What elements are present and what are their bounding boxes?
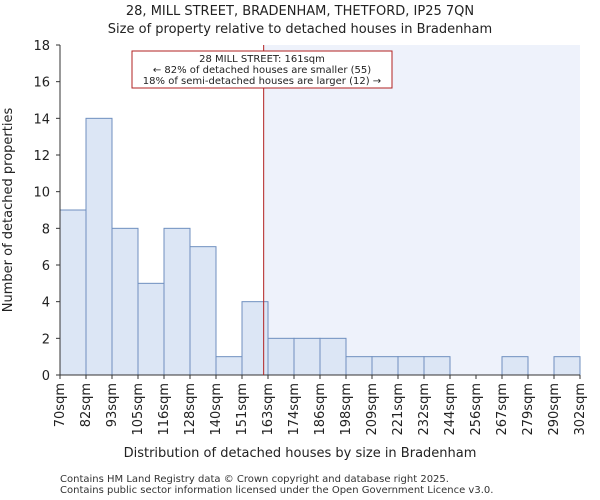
y-tick-label: 2: [42, 332, 50, 347]
x-tick-label: 163sqm: [261, 383, 276, 436]
y-tick-label: 8: [42, 222, 50, 237]
bar: [85, 117, 113, 376]
x-tick-label: 128sqm: [183, 383, 198, 436]
chart-subtitle: Size of property relative to detached ho…: [108, 22, 492, 37]
y-tick-label: 12: [33, 149, 50, 164]
annotation-line-1: 28 MILL STREET: 161sqm: [199, 54, 325, 65]
highlight-region: [263, 45, 580, 375]
bar: [137, 282, 165, 376]
plot-area: 0 2 4 6 8 10 12 14 16 18 70sqm 82sqm 93sqm 105sqm 116s…: [33, 39, 588, 436]
x-tick-label: 198sqm: [339, 383, 354, 436]
y-tick-label: 18: [33, 39, 50, 54]
bar: [423, 356, 451, 376]
y-tick-label: 14: [33, 112, 50, 127]
x-tick-label: 93sqm: [105, 383, 120, 427]
bar: [397, 356, 425, 376]
x-tick-label: 105sqm: [131, 383, 146, 436]
y-axis-label: Number of detached properties: [1, 108, 16, 313]
bar: [111, 227, 139, 376]
x-tick-label: 186sqm: [313, 383, 328, 436]
y-tick-label: 6: [42, 259, 50, 274]
y-tick-label: 0: [42, 369, 50, 384]
x-tick-label: 70sqm: [53, 383, 68, 427]
bar: [371, 356, 399, 376]
bar: [215, 356, 243, 376]
bar: [59, 209, 87, 376]
bar: [553, 356, 581, 376]
bar: [267, 337, 295, 376]
bar: [501, 356, 529, 376]
x-tick-label: 279sqm: [521, 383, 536, 436]
chart-title: 28, MILL STREET, BRADENHAM, THETFORD, IP…: [126, 4, 474, 19]
bar: [319, 337, 347, 376]
x-tick-label: 267sqm: [495, 383, 510, 436]
x-tick-label: 174sqm: [287, 383, 302, 436]
bar: [163, 227, 191, 376]
x-tick-label: 221sqm: [391, 383, 406, 436]
y-tick-label: 16: [33, 76, 50, 91]
bar: [345, 356, 373, 376]
footer-line-2: Contains public sector information licen…: [60, 485, 493, 496]
y-tick-label: 4: [42, 296, 50, 311]
annotation-line-3: 18% of semi-detached houses are larger (…: [143, 76, 381, 87]
bar: [293, 337, 321, 376]
x-tick-label: 151sqm: [235, 383, 250, 436]
x-tick-label: 256sqm: [469, 383, 484, 436]
annotation-box: [131, 50, 393, 89]
annotation-line-2: ← 82% of detached houses are smaller (55…: [153, 65, 371, 76]
x-tick-label: 140sqm: [209, 383, 224, 436]
x-tick-label: 302sqm: [573, 383, 588, 436]
x-tick-label: 232sqm: [417, 383, 432, 436]
y-tick-label: 10: [33, 186, 50, 201]
x-axis-label: Distribution of detached houses by size …: [124, 446, 477, 461]
x-tick-label: 244sqm: [443, 383, 458, 436]
x-tick-label: 116sqm: [157, 383, 172, 436]
x-tick-label: 82sqm: [79, 383, 94, 427]
x-tick-label: 290sqm: [547, 383, 562, 436]
bar: [189, 246, 217, 376]
footer-line-1: Contains HM Land Registry data © Crown c…: [60, 474, 449, 485]
x-tick-label: 209sqm: [365, 383, 380, 436]
